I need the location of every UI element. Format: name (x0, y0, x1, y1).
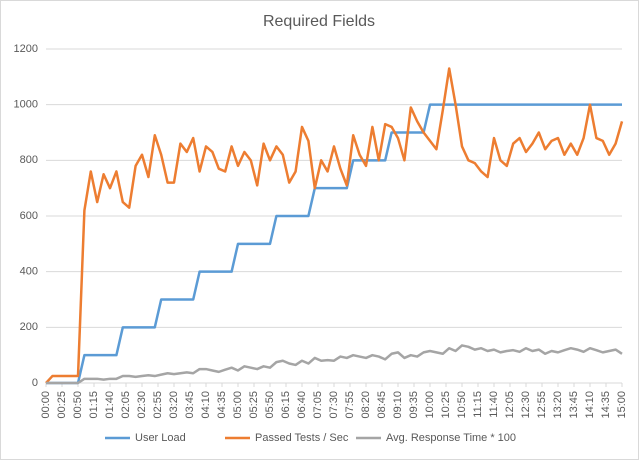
x-tick-label: 12:30 (520, 391, 532, 419)
series-line (46, 344, 623, 385)
x-tick-label: 13:20 (552, 391, 564, 419)
y-tick-label: 200 (20, 321, 38, 333)
y-tick-label: 1000 (14, 99, 38, 111)
x-tick-label: 15:00 (616, 391, 628, 419)
y-tick-label: 1200 (14, 43, 38, 55)
y-tick-label: 0 (32, 377, 38, 389)
x-tick-label: 09:35 (408, 391, 420, 419)
x-tick-label: 12:05 (504, 391, 516, 419)
y-tick-label: 600 (20, 210, 38, 222)
series-line (45, 67, 624, 384)
x-tick-label: 10:00 (424, 391, 436, 419)
x-tick-label: 04:35 (216, 391, 228, 419)
x-tick-label: 07:55 (344, 391, 356, 419)
x-tick-label: 12:55 (536, 391, 548, 419)
series-line (46, 103, 622, 385)
x-tick-label: 05:00 (232, 391, 244, 419)
x-tick-label: 08:20 (360, 391, 372, 419)
y-tick-label: 400 (20, 266, 38, 278)
x-tick-label: 11:15 (472, 391, 484, 418)
x-tick-label: 02:55 (152, 391, 164, 419)
x-tick-label: 13:45 (568, 391, 580, 419)
x-tick-label: 02:30 (136, 391, 148, 419)
x-tick-label: 06:15 (280, 391, 292, 419)
x-tick-label: 08:45 (376, 391, 388, 419)
x-tick-label: 10:50 (456, 391, 468, 419)
legend-label: User Load (135, 432, 186, 444)
x-tick-label: 14:10 (584, 391, 596, 419)
x-tick-label: 00:50 (72, 391, 84, 419)
chart-title: Required Fields (263, 13, 375, 30)
x-tick-label: 05:50 (264, 391, 276, 419)
x-tick-label: 01:40 (104, 391, 116, 419)
x-tick-label: 07:30 (328, 391, 340, 419)
x-tick-label: 11:40 (488, 391, 500, 418)
legend-label: Avg. Response Time * 100 (386, 432, 516, 444)
x-tick-label: 03:20 (168, 391, 180, 419)
x-tick-label: 10:25 (440, 391, 452, 419)
legend-label: Passed Tests / Sec (255, 432, 349, 444)
x-tick-label: 06:40 (296, 391, 308, 419)
x-tick-label: 14:35 (600, 391, 612, 419)
x-tick-label: 00:25 (56, 391, 68, 419)
x-tick-label: 03:45 (184, 391, 196, 419)
x-tick-label: 07:05 (312, 391, 324, 419)
x-tick-label: 02:05 (120, 391, 132, 419)
x-tick-label: 05:25 (248, 391, 260, 419)
y-tick-label: 800 (20, 154, 38, 166)
x-tick-label: 01:15 (88, 391, 100, 419)
x-tick-label: 09:10 (392, 391, 404, 419)
x-tick-label: 00:00 (40, 391, 52, 419)
x-tick-label: 04:10 (200, 391, 212, 419)
